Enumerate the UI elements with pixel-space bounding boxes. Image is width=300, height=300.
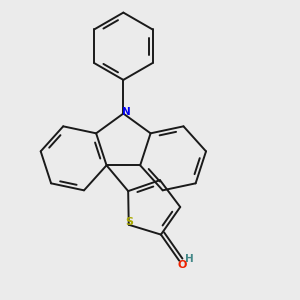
Text: S: S	[125, 217, 133, 227]
Text: O: O	[178, 260, 187, 270]
Text: N: N	[122, 107, 130, 117]
Text: H: H	[185, 254, 194, 264]
